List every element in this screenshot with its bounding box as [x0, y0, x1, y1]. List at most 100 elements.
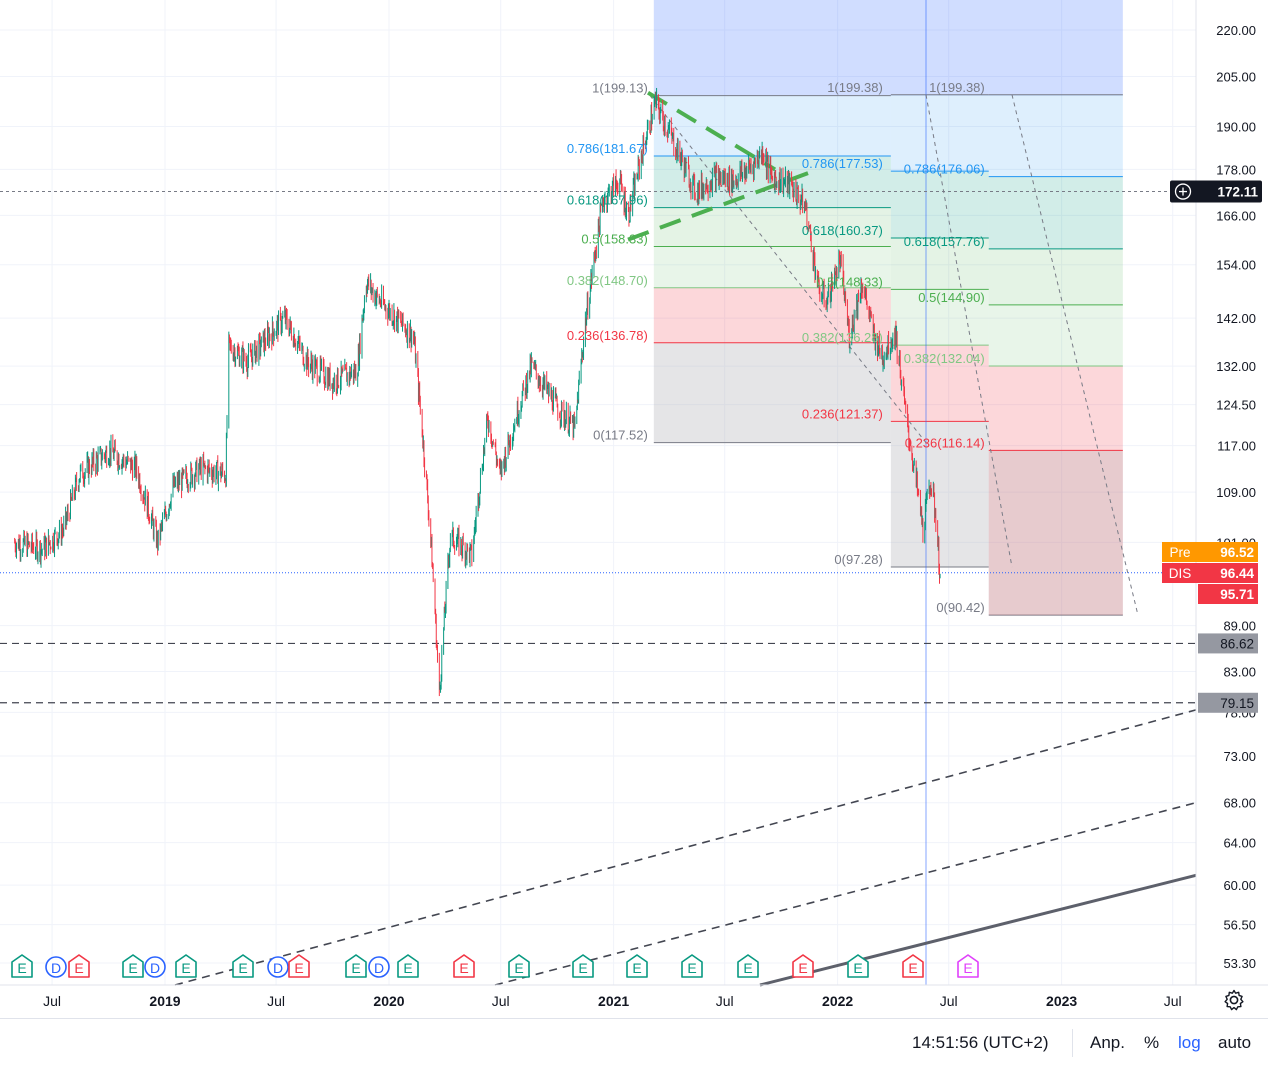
fib-label: 0.5(144.90) [918, 290, 985, 305]
fib-zone [653, 95, 891, 156]
dividend-event-icon [368, 956, 390, 978]
time-axis-ticks: Jul 2019 Jul 2020 Jul 2021 Jul 2022 Jul 2023 Jul [43, 993, 1182, 1009]
y-tick-label: 60.00 [1223, 878, 1256, 893]
clock-readout[interactable]: 14:51:56 (UTC+2) [912, 1033, 1049, 1052]
fib-label: 1(199.13) [592, 81, 648, 96]
grid [0, 0, 1196, 985]
event-label: E [74, 960, 83, 976]
badge-value: 96.52 [1220, 545, 1254, 560]
event-label: E [578, 960, 587, 976]
earnings-event-icon [737, 954, 759, 978]
fib-zone [988, 176, 1123, 249]
fib-zone [890, 289, 989, 346]
y-tick-label: 89.00 [1223, 619, 1256, 634]
earnings-event-icon [626, 954, 648, 978]
candles [14, 87, 941, 697]
gear-icon[interactable] [1222, 988, 1246, 1012]
y-tick-label: 53.30 [1223, 956, 1256, 971]
log-scale-button[interactable]: log [1178, 1033, 1201, 1052]
percent-scale-button[interactable]: % [1144, 1033, 1160, 1052]
support-price-tag [1198, 633, 1258, 654]
y-tick-label: 154.00 [1216, 258, 1256, 273]
badge-tag-bg [1162, 563, 1198, 583]
y-tick-label: 64.00 [1223, 836, 1256, 851]
event-label: E [459, 960, 468, 976]
toolbar-divider [1072, 1029, 1073, 1057]
badge-tag-bg [1162, 542, 1198, 562]
bottom-toolbar: 14:51:56 (UTC+2) Anp. % log auto [0, 1018, 1268, 1067]
event-label: E [17, 960, 26, 976]
earnings-event-icon [572, 954, 594, 978]
fib-label: 0.786(176.06) [904, 162, 985, 177]
fib-label: 0.786(177.53) [802, 156, 883, 171]
fib-label: 0(117.52) [593, 428, 648, 443]
dividend-event-icon [267, 956, 289, 978]
y-tick-label: 132.00 [1216, 359, 1256, 374]
fib-label: 0.618(160.37) [802, 223, 883, 238]
fib-label: 0.5(148.33) [816, 274, 883, 289]
fib-label: 0.618(157.76) [904, 234, 985, 249]
fib-label: 1(199.38) [929, 80, 985, 95]
event-label: E [181, 960, 190, 976]
chart-svg[interactable]: 1(199.13) 0.786(181.67) 0.618(167.96) 0.5(1… [0, 0, 1268, 1018]
fib-zone [988, 365, 1123, 451]
price-axis [1196, 0, 1268, 985]
event-label: D [374, 960, 384, 976]
earnings-event-icon [957, 954, 979, 978]
event-label: E [632, 960, 641, 976]
y-tick-label: 178.00 [1216, 162, 1256, 177]
y-tick-label: 166.00 [1216, 208, 1256, 223]
x-tick-label: 2021 [598, 993, 629, 1009]
fib-label: 0(90.42) [936, 600, 984, 615]
earnings-event-icon [232, 954, 254, 978]
channel-line-upper [174, 709, 1197, 986]
event-label: E [351, 960, 360, 976]
earnings-event-icon [68, 954, 90, 978]
badge-value: 95.71 [1220, 587, 1254, 602]
y-tick-label: 190.00 [1216, 119, 1256, 134]
earnings-event-icon [902, 954, 924, 978]
fib-label: 1(199.38) [827, 80, 883, 95]
event-label: E [403, 960, 412, 976]
y-tick-label: 83.00 [1223, 665, 1256, 680]
y-tick-label: 56.50 [1223, 918, 1256, 933]
y-tick-label: 220.00 [1216, 23, 1256, 38]
fib-label: 0.618(167.96) [567, 193, 648, 208]
earnings-event-icon [122, 954, 144, 978]
badge-tag: DIS [1169, 566, 1192, 581]
fib-retracements [653, 0, 1123, 616]
event-label: E [853, 960, 862, 976]
fib-zone [653, 246, 891, 288]
earnings-event-icon [288, 954, 310, 978]
y-tick-label: 109.00 [1216, 485, 1256, 500]
adjust-button[interactable]: Anp. [1090, 1033, 1125, 1052]
support-price-label: 79.15 [1220, 696, 1254, 711]
support-price-tag [1198, 692, 1258, 713]
event-label: E [238, 960, 247, 976]
projection-zone [653, 0, 1123, 96]
earnings-event-icon [397, 954, 419, 978]
badge-value-bg [1198, 584, 1258, 604]
dividend-event-icon [45, 956, 67, 978]
fib-zone [890, 171, 989, 239]
crosshair-price-label: 172.11 [1217, 185, 1258, 200]
auto-scale-button[interactable]: auto [1218, 1033, 1252, 1052]
badge-value-bg [1198, 542, 1258, 562]
event-label: E [743, 960, 752, 976]
earnings-event-icon [453, 954, 475, 978]
earnings-event-icon [345, 954, 367, 978]
event-label: E [128, 960, 137, 976]
badge-tag: Pre [1169, 545, 1190, 560]
earnings-event-icon [175, 954, 197, 978]
x-tick-label: Jul [492, 993, 510, 1009]
earnings-event-icon [847, 954, 869, 978]
x-tick-label: 2020 [373, 993, 404, 1009]
x-tick-label: Jul [43, 993, 61, 1009]
fib-label: 0.236(136.78) [567, 328, 648, 343]
y-tick-label: 124.50 [1216, 398, 1256, 413]
channel-line-middle [494, 801, 1197, 986]
x-tick-label: 2022 [822, 993, 853, 1009]
event-label: E [963, 960, 972, 976]
